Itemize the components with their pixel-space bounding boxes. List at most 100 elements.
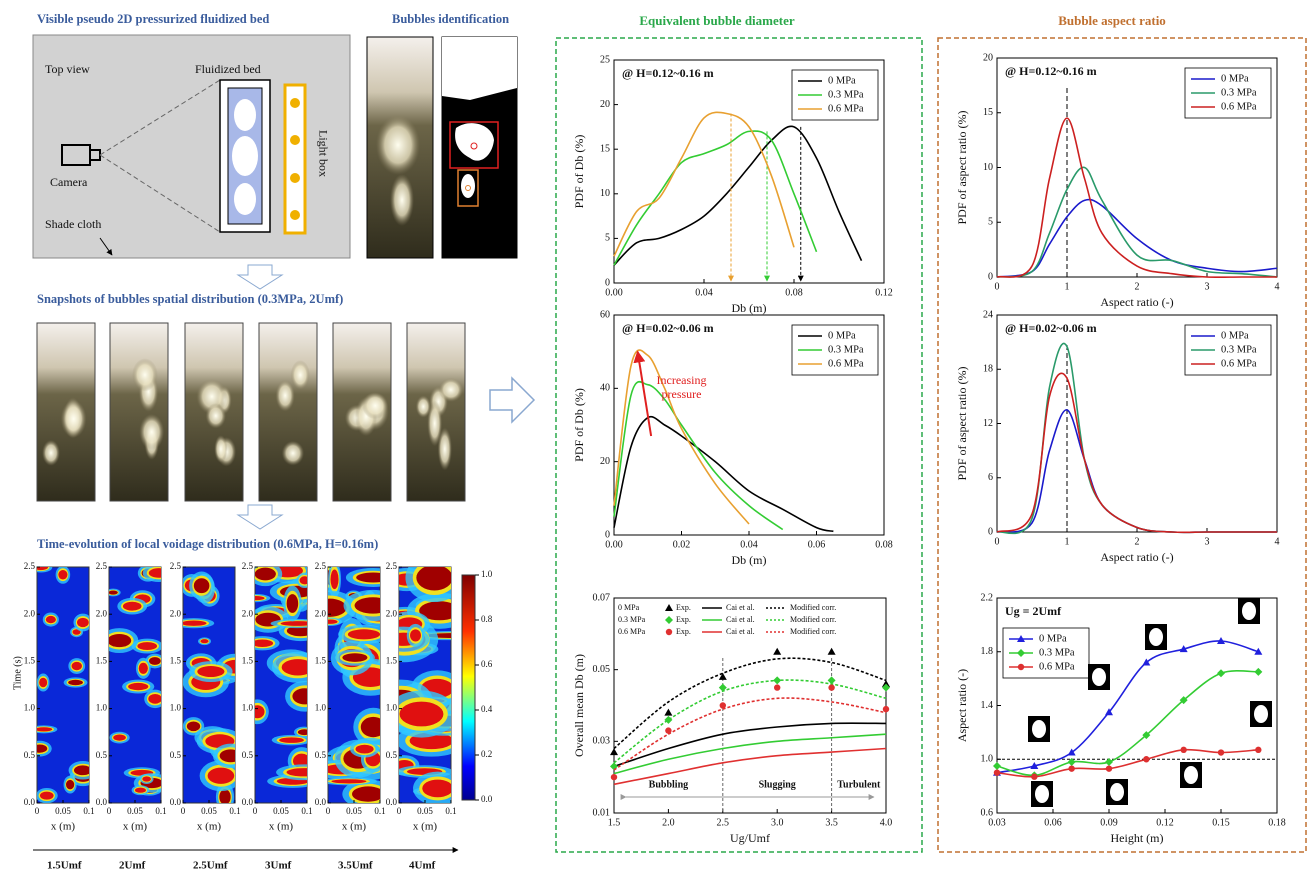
- legend-label: 0 MPa: [1221, 73, 1249, 84]
- legend-label: Exp.: [676, 603, 691, 612]
- x-tick-label: 0.02: [673, 539, 691, 550]
- x-tick-label: 0: [397, 806, 402, 816]
- legend-label: Modified corr.: [790, 627, 836, 636]
- y-tick-label: 0: [605, 277, 610, 288]
- legend-label: Cai et al.: [726, 603, 755, 612]
- colorbar: [461, 574, 476, 801]
- x-tick-label: 3.5: [825, 817, 838, 828]
- x-tick-label: 0.1: [374, 806, 385, 816]
- blob: [148, 694, 161, 704]
- blob: [342, 653, 368, 662]
- blob: [193, 578, 210, 594]
- bubble-image: [362, 392, 389, 420]
- line: [613, 130, 818, 266]
- y-tick-label: 1.5: [386, 655, 398, 665]
- y-tick-label: 1.8: [981, 646, 994, 657]
- y-tick-label: 0.0: [96, 797, 108, 807]
- bubble-shape: [1092, 668, 1106, 686]
- legend-label: Exp.: [676, 615, 691, 624]
- x-tick-label: 4: [1275, 281, 1280, 292]
- legend-label: Modified corr.: [790, 615, 836, 624]
- x-label: x (m): [51, 821, 75, 833]
- line-cai: [613, 722, 887, 768]
- snapshot: [258, 322, 318, 502]
- blob: [330, 569, 339, 590]
- y-tick-label: 2.0: [242, 608, 254, 618]
- x-label: x (m): [197, 821, 221, 833]
- x-tick-label: 1: [1065, 536, 1070, 547]
- x-tick-label: 0.1: [155, 806, 166, 816]
- blob: [219, 749, 235, 763]
- y-tick-label: 2.2: [981, 592, 994, 603]
- marker: [1017, 663, 1025, 671]
- legend-label: 0 MPa: [828, 75, 856, 86]
- light-icon: [290, 135, 300, 145]
- blob: [37, 567, 49, 571]
- legend-label: 0.6 MPa: [618, 627, 646, 636]
- x-tick-label: 2.0: [662, 817, 675, 828]
- y-tick-label: 2.5: [242, 561, 254, 571]
- blob: [292, 688, 307, 705]
- y-tick-label: 0.6: [981, 807, 994, 818]
- marker: [882, 680, 890, 687]
- marker: [1067, 748, 1076, 756]
- x-tick-label: 0.06: [808, 539, 826, 550]
- legend-label: 0 MPa: [1221, 330, 1249, 341]
- marker: [827, 647, 836, 655]
- x-tick-label: 0.08: [875, 539, 893, 550]
- condition: 4Umf: [409, 860, 436, 872]
- marker: [827, 676, 836, 685]
- blob: [280, 621, 307, 626]
- line-modified: [613, 679, 887, 764]
- blob: [355, 744, 374, 754]
- y-tick-label: 2.5: [170, 561, 182, 571]
- heatmap-blobs: [109, 567, 161, 796]
- x-tick-label: 0.09: [1100, 817, 1118, 828]
- bbox: [457, 169, 479, 207]
- line: [613, 349, 750, 525]
- y-tick-label: 0.07: [593, 592, 611, 603]
- marker: [993, 769, 1001, 776]
- legend-label: 0 MPa: [828, 330, 856, 341]
- light-box: [283, 83, 307, 235]
- x-tick-label: 0.08: [785, 287, 803, 298]
- marker: [993, 761, 1001, 770]
- x-tick-label: 0: [181, 806, 186, 816]
- heatmap-blobs: [328, 567, 380, 803]
- blob: [360, 716, 380, 738]
- legend-label: Exp.: [676, 627, 691, 636]
- legend-label: Cai et al.: [726, 615, 755, 624]
- legend-label: Cai et al.: [726, 627, 755, 636]
- note: Increasing: [657, 373, 707, 387]
- blob: [58, 569, 68, 580]
- regime-label: Turbulent: [837, 779, 881, 790]
- bubble-shape: [1032, 720, 1046, 738]
- marker: [610, 773, 618, 781]
- x-tick-label: 0: [995, 536, 1000, 547]
- blob: [148, 568, 161, 578]
- x-tick-label: 2: [1135, 281, 1140, 292]
- heatmap-blobs: [37, 567, 89, 803]
- heatmap-blobs: [255, 567, 307, 788]
- bubble-shape: [1242, 602, 1256, 620]
- blob: [109, 590, 118, 595]
- blob: [255, 567, 276, 581]
- legend-label: 0.3 MPa: [1221, 344, 1257, 355]
- x-tick-label: 0.04: [695, 287, 713, 298]
- colorbar-label: 0.8: [481, 614, 493, 624]
- marker: [1017, 635, 1025, 642]
- line-cai: [613, 733, 887, 775]
- y-tick-label: 1.0: [170, 703, 182, 713]
- x-tick-label: 0.04: [740, 539, 758, 550]
- y-tick-label: 1.5: [242, 655, 254, 665]
- y-tick-label: 20: [600, 99, 610, 110]
- y-tick-label: 40: [600, 383, 610, 394]
- flow-arrow: [236, 264, 284, 290]
- annotation: @ H=0.12~0.16 m: [622, 66, 714, 80]
- x-label: Aspect ratio (-): [1100, 295, 1173, 309]
- x-tick-label: 0.15: [1212, 817, 1230, 828]
- bubble-icon: [234, 99, 256, 131]
- line: [996, 166, 1278, 278]
- y-tick-label: 10: [600, 188, 610, 199]
- blob: [351, 786, 380, 802]
